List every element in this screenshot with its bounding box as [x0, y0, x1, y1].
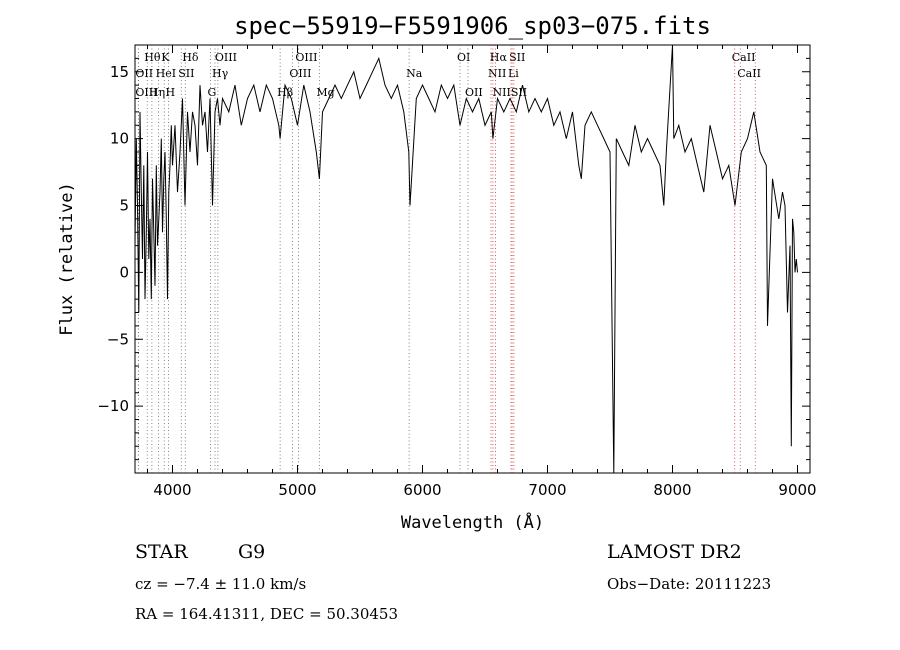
line-label: Hθ	[144, 51, 161, 64]
line-label: K	[161, 51, 170, 64]
line-label: Hδ	[182, 51, 199, 64]
x-tick-label: 7000	[528, 481, 566, 499]
subclass: G9	[238, 541, 266, 563]
line-label: SII	[509, 51, 525, 64]
y-tick-label: 5	[119, 197, 129, 215]
line-label: SII	[178, 67, 194, 80]
x-tick-label: 8000	[653, 481, 691, 499]
line-label: OII	[465, 86, 483, 99]
coordinates-text: RA = 164.41311, DEC = 50.30453	[135, 605, 399, 623]
y-tick-label: 15	[110, 63, 129, 81]
line-label: Hβ	[277, 86, 293, 99]
line-label: NII	[488, 67, 506, 80]
line-label: H	[166, 86, 176, 99]
line-label: Hη	[149, 86, 165, 99]
line-label: OII	[135, 67, 153, 80]
y-tick-label: −10	[97, 397, 129, 415]
line-label: CaII	[752, 0, 776, 3]
line-label: CaII	[732, 51, 756, 64]
line-label: HeI	[156, 67, 176, 80]
y-tick-label: 10	[110, 130, 129, 148]
line-label: Hα	[490, 51, 508, 64]
plot-frame	[134, 44, 811, 474]
line-label: OIII	[295, 51, 317, 64]
line-label: OIII	[135, 86, 157, 99]
spectrum-line	[135, 45, 798, 473]
x-tick-label: 6000	[403, 481, 441, 499]
x-tick-label: 9000	[778, 481, 816, 499]
line-label: OIII	[215, 51, 237, 64]
velocity-text: cz = −7.4 ± 11.0 km/s	[135, 575, 307, 593]
line-label: Na	[406, 67, 423, 80]
x-tick-label: 4000	[153, 481, 191, 499]
line-label: OI	[457, 51, 470, 64]
x-tick-label: 5000	[278, 481, 316, 499]
line-label: OIII	[289, 67, 311, 80]
line-label: CaII	[737, 67, 761, 80]
y-axis-label: Flux (relative)	[57, 182, 77, 336]
line-label: Hγ	[212, 67, 229, 80]
y-tick-label: 0	[119, 263, 129, 281]
object-class: STAR	[135, 541, 188, 563]
y-tick-label: −5	[107, 330, 129, 348]
obs-date-text: Obs−Date: 20111223	[607, 575, 772, 593]
line-label: NII	[493, 86, 511, 99]
chart-title: spec−55919−F5591906_sp03−075.fits	[234, 12, 711, 40]
survey-label: LAMOST DR2	[607, 541, 742, 563]
x-axis-label: Wavelength (Å)	[401, 511, 544, 533]
line-label: G	[208, 86, 217, 99]
